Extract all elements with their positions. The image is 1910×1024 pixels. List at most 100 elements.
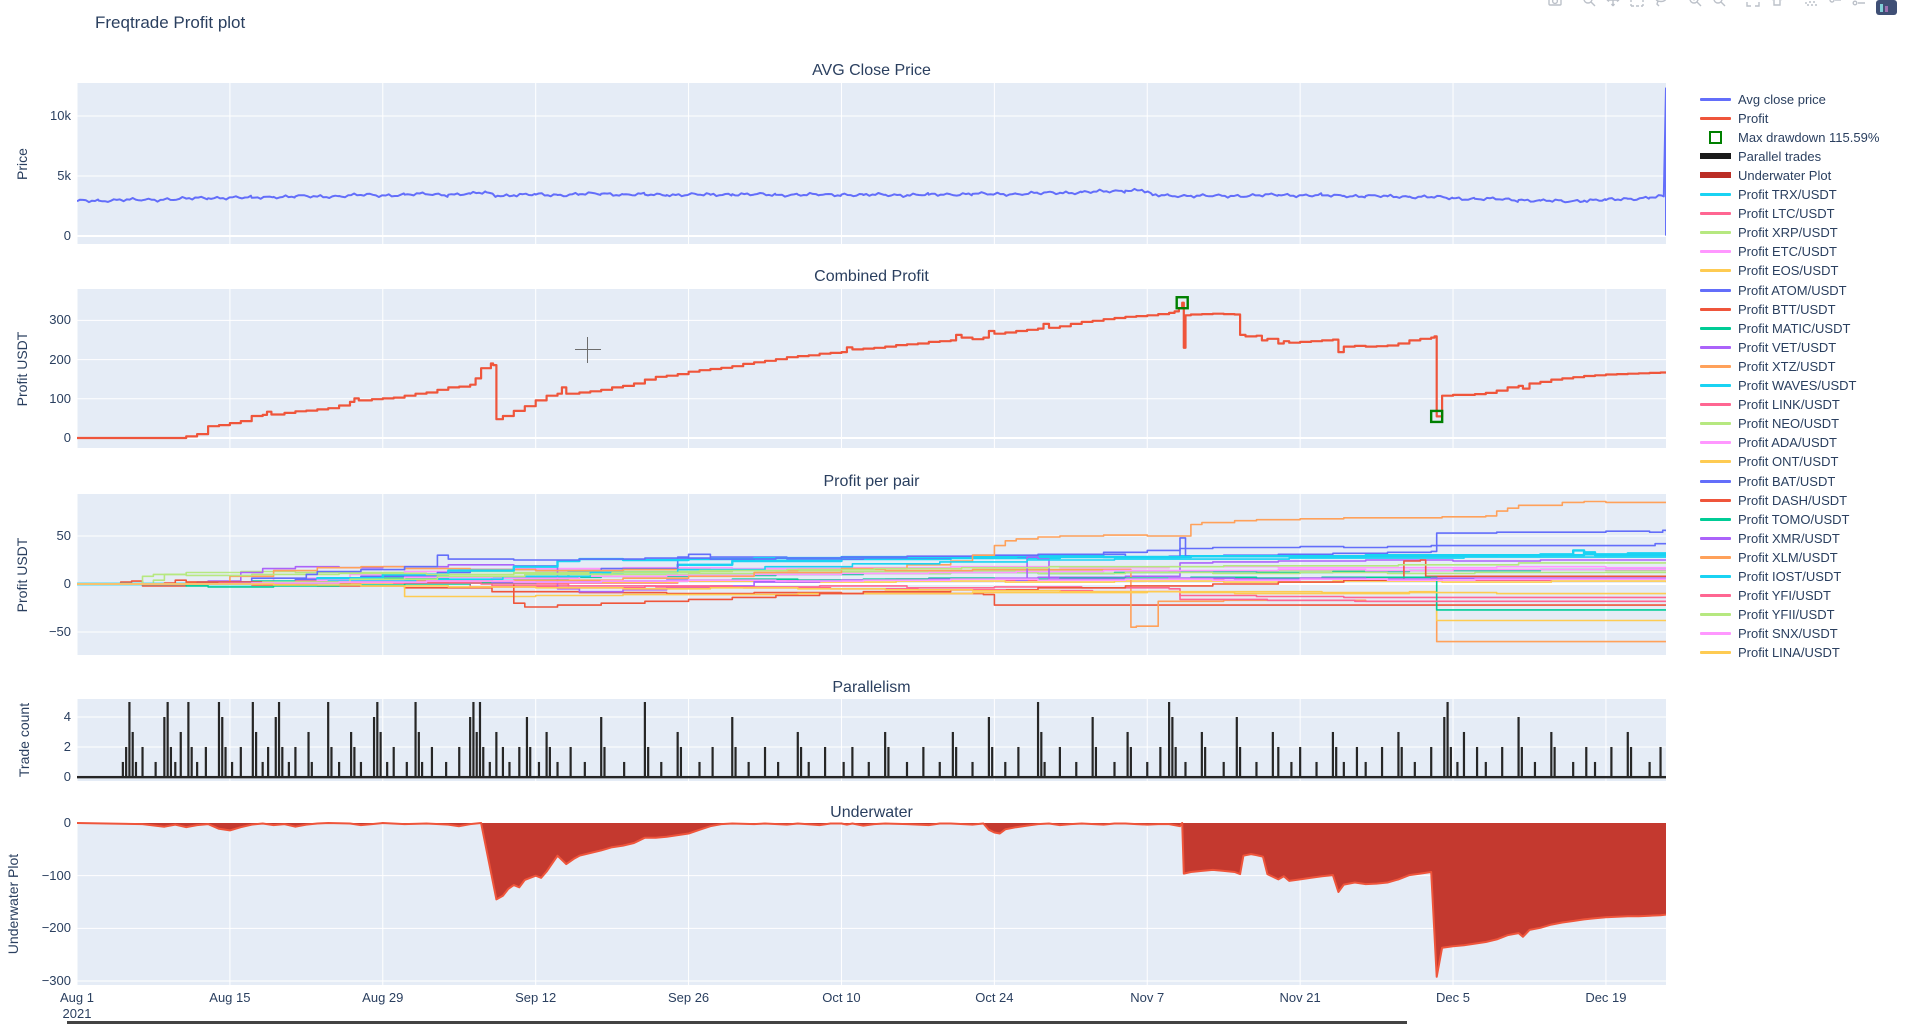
legend-item-profit-btt-usdt[interactable]: Profit BTT/USDT (1700, 300, 1836, 318)
zoom-in-icon[interactable] (1683, 0, 1707, 10)
trade-count-bar (1290, 761, 1293, 777)
legend-swatch-icon (1700, 364, 1731, 368)
zoom-out-icon[interactable] (1707, 0, 1731, 10)
trade-count-bar (1017, 746, 1020, 777)
trade-count-bar (1397, 731, 1400, 777)
legend-item-label: Profit LINK/USDT (1738, 397, 1840, 413)
autoscale-icon[interactable] (1741, 0, 1765, 10)
legend-item-max-drawdown-115-59-[interactable]: Max drawdown 115.59% (1700, 128, 1879, 146)
legend-item-underwater-plot[interactable]: Underwater Plot (1700, 166, 1831, 184)
trade-count-bar (472, 701, 475, 777)
legend-item-profit-link-usdt[interactable]: Profit LINK/USDT (1700, 396, 1840, 414)
legend-swatch-icon (1700, 212, 1731, 216)
legend-item-profit-eos-usdt[interactable]: Profit EOS/USDT (1700, 262, 1838, 280)
legend-item-profit-lina-usdt[interactable]: Profit LINA/USDT (1700, 644, 1840, 662)
legend-item-profit-bat-usdt[interactable]: Profit BAT/USDT (1700, 472, 1835, 490)
trade-count-bar (1299, 746, 1302, 777)
plotly-logo[interactable] (1876, 0, 1897, 15)
trade-count-bar (1222, 761, 1225, 777)
legend-item-profit-dash-usdt[interactable]: Profit DASH/USDT (1700, 491, 1847, 509)
legend-item-profit-xlm-usdt[interactable]: Profit XLM/USDT (1700, 548, 1838, 566)
hover-compare-icon[interactable] (1847, 0, 1871, 10)
y-tick-label: 300 (49, 312, 71, 328)
legend-item-profit-yfi-usdt[interactable]: Profit YFI/USDT (1700, 587, 1831, 605)
trade-count-bar (134, 761, 138, 777)
bar-baseline (77, 775, 1666, 779)
legend-item-profit-tomo-usdt[interactable]: Profit TOMO/USDT (1700, 510, 1849, 528)
legend-swatch-icon (1700, 345, 1731, 349)
legend-item-profit-yfii-usdt[interactable]: Profit YFII/USDT (1700, 606, 1835, 624)
trade-count-bar (600, 716, 603, 777)
series-profit-lina-usdt (77, 583, 1666, 595)
legend-item-label: Profit NEO/USDT (1738, 416, 1840, 432)
trade-count-bar (951, 731, 954, 777)
legend-swatch-icon (1700, 651, 1731, 655)
trade-count-bar (1593, 761, 1597, 777)
legend-item-profit-ont-usdt[interactable]: Profit ONT/USDT (1700, 453, 1838, 471)
y-tick-label: −300 (41, 972, 71, 988)
legend-item-avg-close-price[interactable]: Avg close price (1700, 90, 1826, 108)
legend-item-profit-matic-usdt[interactable]: Profit MATIC/USDT (1700, 319, 1850, 337)
legend-swatch-icon (1700, 555, 1731, 559)
trade-count-bar (556, 761, 559, 777)
legend-item-label: Max drawdown 115.59% (1738, 129, 1880, 145)
plot-area-profit[interactable] (77, 289, 1666, 448)
trade-count-bar (525, 716, 529, 777)
reset-axes-icon[interactable] (1765, 0, 1789, 10)
legend-item-profit-etc-usdt[interactable]: Profit ETC/USDT (1700, 243, 1837, 261)
trade-count-bar (414, 701, 417, 777)
legend-item-profit-ltc-usdt[interactable]: Profit LTC/USDT (1700, 205, 1835, 223)
legend-item-profit-ada-usdt[interactable]: Profit ADA/USDT (1700, 434, 1837, 452)
legend-item-profit-waves-usdt[interactable]: Profit WAVES/USDT (1700, 377, 1856, 395)
legend-item-profit-xmr-usdt[interactable]: Profit XMR/USDT (1700, 529, 1840, 547)
trade-count-bar (938, 761, 941, 777)
legend-item-profit-iost-usdt[interactable]: Profit IOST/USDT (1700, 568, 1841, 586)
trade-count-bar (734, 746, 737, 777)
trade-count-bar (163, 716, 166, 777)
y-tick-label: 0 (63, 430, 71, 445)
download-plot-icon[interactable] (1543, 0, 1567, 10)
legend-item-label: Profit MATIC/USDT (1738, 320, 1851, 336)
legend-item-profit-vet-usdt[interactable]: Profit VET/USDT (1700, 338, 1836, 356)
legend-swatch-icon (1700, 536, 1731, 540)
trade-count-bar (1443, 716, 1446, 777)
legend-swatch-icon (1700, 441, 1731, 445)
pan-icon[interactable] (1601, 0, 1625, 10)
legend-item-profit-xtz-usdt[interactable]: Profit XTZ/USDT (1700, 357, 1836, 375)
trade-count-bar (1146, 761, 1149, 777)
hover-closest-icon[interactable] (1823, 0, 1847, 10)
subplot-title-pairs: Profit per pair (823, 473, 920, 490)
trade-count-bar (430, 746, 434, 777)
legend-item-profit-xrp-usdt[interactable]: Profit XRP/USDT (1700, 224, 1838, 242)
box-select-icon[interactable] (1625, 0, 1649, 10)
legend-item-parallel-trades[interactable]: Parallel trades (1700, 147, 1821, 165)
toggle-spikelines-icon[interactable] (1799, 0, 1823, 10)
trade-count-bar (1355, 746, 1359, 777)
plot-area-parallel[interactable] (77, 699, 1666, 781)
legend-swatch-icon (1700, 422, 1731, 426)
trade-count-bar (851, 746, 854, 777)
zoom-icon[interactable] (1577, 0, 1601, 10)
trade-count-bar (1271, 731, 1274, 777)
legend-item-profit-trx-usdt[interactable]: Profit TRX/USDT (1700, 186, 1837, 204)
legend-item-profit[interactable]: Profit (1700, 109, 1768, 127)
trade-count-bar (1335, 746, 1338, 777)
trade-count-bar (676, 731, 679, 777)
trade-count-bar (799, 746, 803, 777)
x-tick-label: Sep 12 (515, 990, 557, 1005)
lasso-select-icon[interactable] (1649, 0, 1673, 10)
trade-count-bar (267, 746, 270, 777)
legend-item-profit-atom-usdt[interactable]: Profit ATOM/USDT (1700, 281, 1847, 299)
trade-count-bar (287, 761, 290, 777)
trade-count-bar (1475, 746, 1479, 777)
legend-item-profit-neo-usdt[interactable]: Profit NEO/USDT (1700, 415, 1839, 433)
series-profit-iost-usdt (77, 556, 1666, 585)
trade-count-bar (1572, 761, 1575, 777)
plot-area-under[interactable] (77, 822, 1666, 985)
plot-area-pairs[interactable] (77, 494, 1666, 655)
plot-area-price[interactable] (77, 83, 1666, 244)
trade-count-bar (141, 746, 144, 777)
trade-count-bar (905, 761, 909, 777)
legend-item-profit-snx-usdt[interactable]: Profit SNX/USDT (1700, 625, 1838, 643)
trade-count-bar (569, 746, 572, 777)
